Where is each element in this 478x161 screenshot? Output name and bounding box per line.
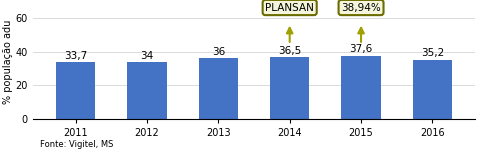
Bar	[199, 58, 238, 119]
Text: 35,2: 35,2	[421, 48, 444, 58]
Bar	[413, 60, 452, 119]
Bar	[341, 56, 380, 119]
Bar	[127, 62, 167, 119]
Text: 38,94%: 38,94%	[341, 3, 381, 13]
Text: 34: 34	[141, 51, 153, 61]
Text: Fonte: Vigitel, MS: Fonte: Vigitel, MS	[40, 140, 113, 149]
Text: 36: 36	[212, 47, 225, 57]
Text: PLANSAN: PLANSAN	[265, 3, 314, 13]
Text: 36,5: 36,5	[278, 46, 301, 56]
Text: 33,7: 33,7	[64, 51, 87, 61]
Bar	[270, 57, 309, 119]
Y-axis label: % população adu: % população adu	[3, 19, 13, 104]
Text: 37,6: 37,6	[349, 44, 373, 54]
Bar	[56, 62, 95, 119]
